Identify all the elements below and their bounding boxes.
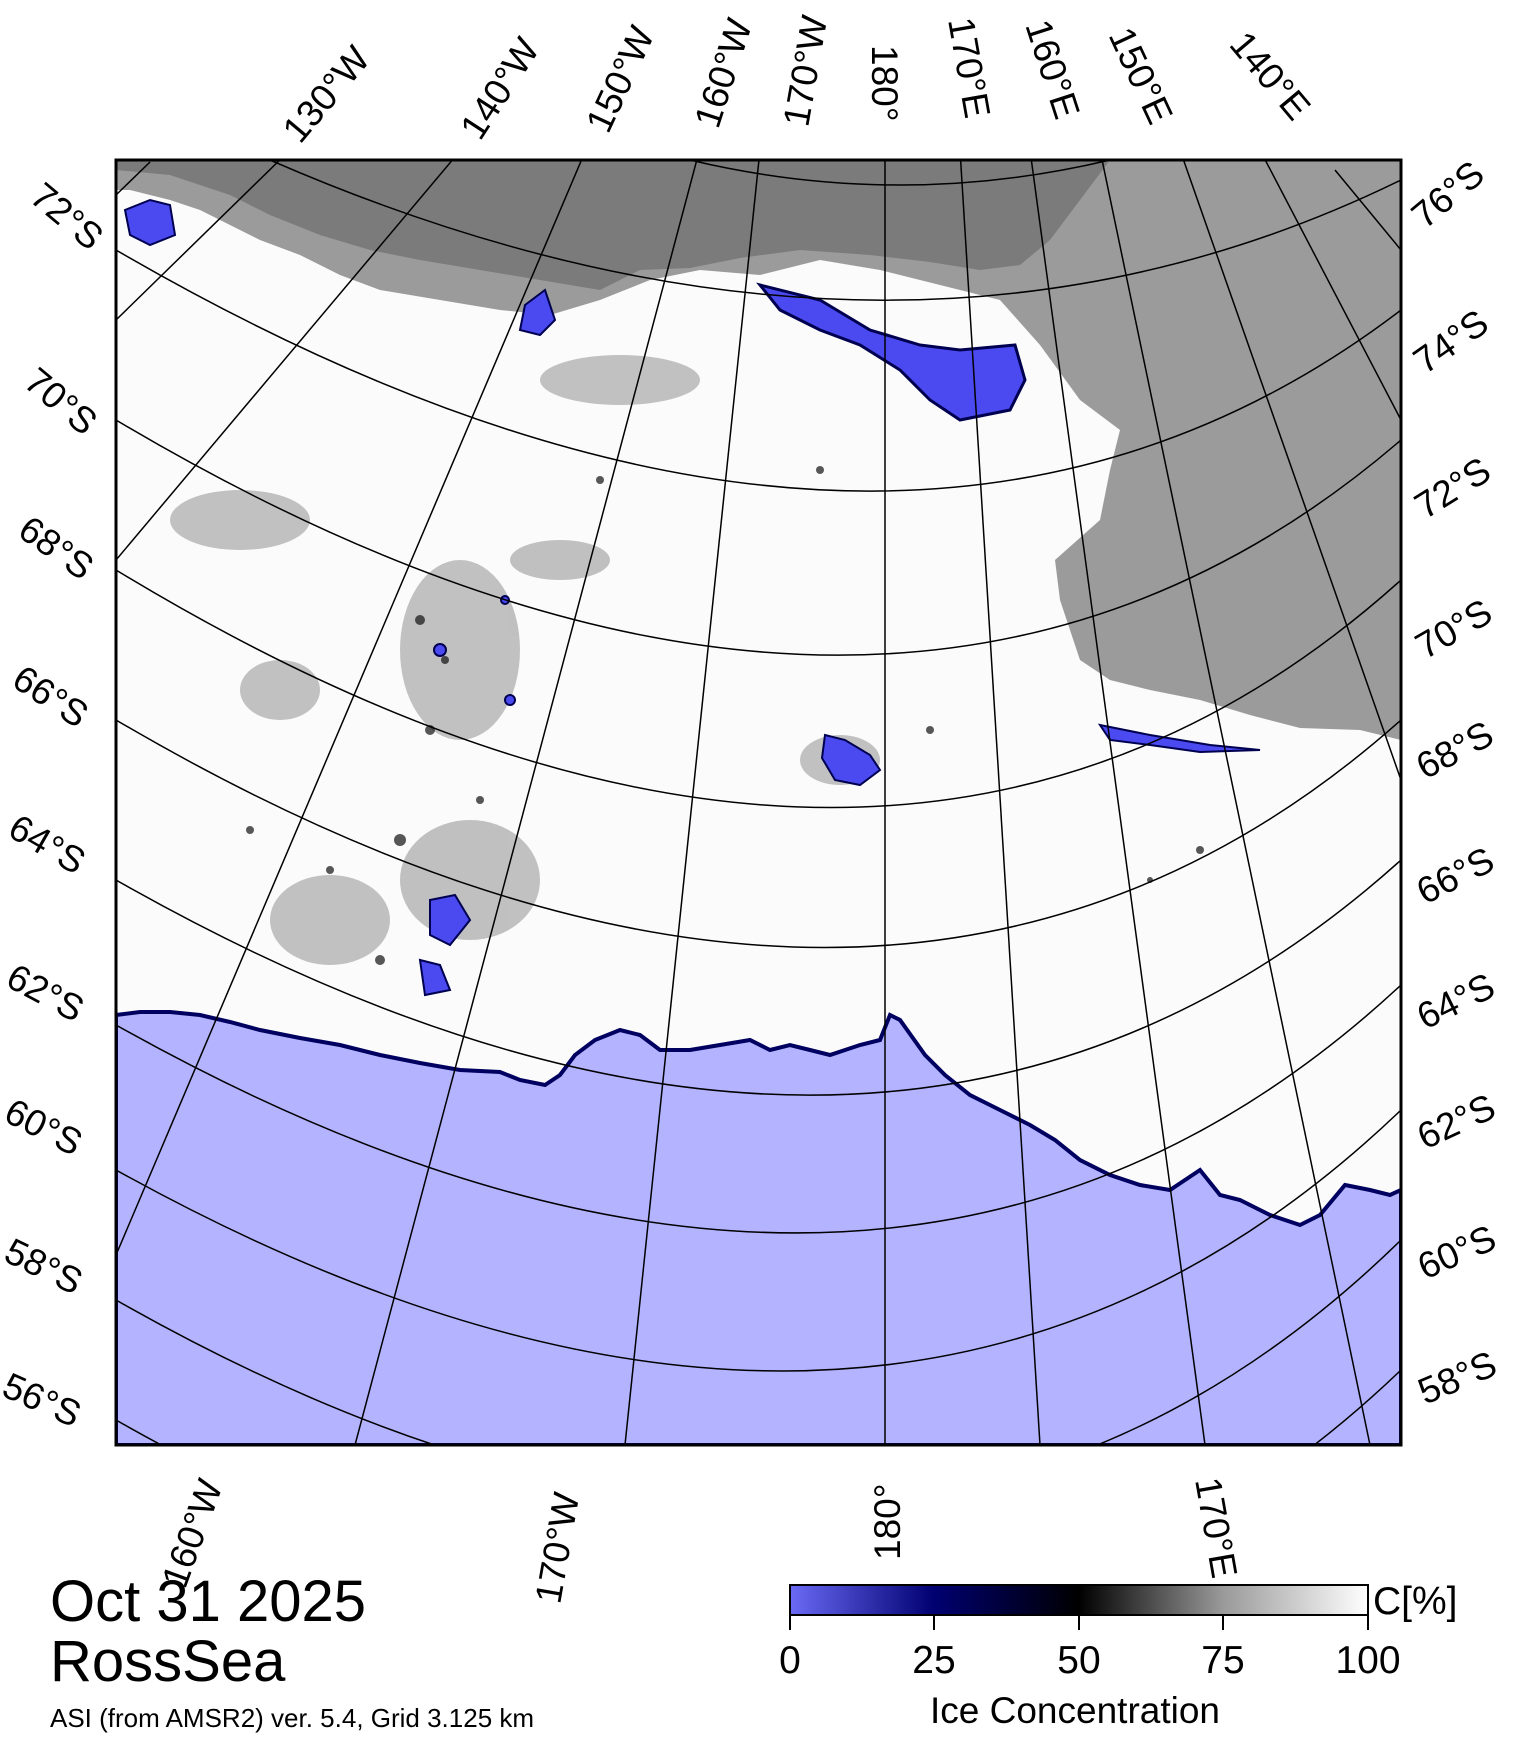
lon-label-bottom: 170°W xyxy=(528,1489,588,1606)
lon-label-bottom: 180° xyxy=(867,1483,908,1560)
lon-label-top: 180° xyxy=(864,45,905,122)
colorbar-tick-label: 0 xyxy=(779,1639,801,1682)
lat-label-right: 72°S xyxy=(1408,449,1498,527)
region-title: RossSea xyxy=(50,1629,286,1694)
lat-label-right: 76°S xyxy=(1404,153,1492,236)
lat-label-left: 70°S xyxy=(17,360,105,443)
ross-ice-shelf xyxy=(116,160,1110,290)
product-info: ASI (from AMSR2) ver. 5.4, Grid 3.125 km xyxy=(50,1703,535,1733)
colorbar-tick-label: 25 xyxy=(912,1639,956,1682)
lon-label-top: 160°E xyxy=(1017,15,1087,124)
lon-label-top: 170°W xyxy=(776,12,836,129)
antarctic-land xyxy=(116,160,1401,740)
lat-label-right: 70°S xyxy=(1409,591,1499,667)
lat-label-left: 68°S xyxy=(11,508,101,588)
lat-label-left: 62°S xyxy=(0,956,90,1030)
low-concentration-patches xyxy=(170,355,880,965)
lat-label-left: 66°S xyxy=(6,657,96,735)
lon-label-top: 160°W xyxy=(687,14,760,133)
lat-label-left: 64°S xyxy=(2,806,92,882)
colorbar-tick-label: 75 xyxy=(1201,1639,1245,1682)
colorbar-unit: C[%] xyxy=(1373,1580,1458,1623)
colorbar-tick-label: 50 xyxy=(1057,1639,1101,1682)
lat-label-right: 66°S xyxy=(1410,839,1500,912)
lat-label-right: 64°S xyxy=(1411,965,1501,1037)
parallel-lines xyxy=(116,160,1401,1445)
colorbar-tick-label: 100 xyxy=(1335,1639,1401,1682)
lat-label-right: 62°S xyxy=(1411,1086,1501,1157)
lat-label-left: 56°S xyxy=(0,1365,87,1435)
lat-label-right: 68°S xyxy=(1410,713,1500,787)
lon-label-top: 150°W xyxy=(578,20,662,138)
date-title: Oct 31 2025 xyxy=(50,1569,366,1634)
lat-label-left: 60°S xyxy=(0,1091,89,1164)
polynya-patches xyxy=(418,595,882,997)
coastal-polynya-east xyxy=(1097,723,1261,754)
lat-label-right: 58°S xyxy=(1412,1343,1502,1412)
open-water xyxy=(116,1010,1401,1445)
coastal-polynya-west xyxy=(123,198,177,247)
lat-label-left: 72°S xyxy=(23,175,111,258)
coastal-polynya-mid xyxy=(518,288,557,337)
map-frame xyxy=(114,158,1403,1447)
lat-label-right: 74°S xyxy=(1406,302,1496,382)
lon-label-top: 150°E xyxy=(1101,21,1181,130)
colorbar xyxy=(789,1584,1369,1616)
colorbar-ticks xyxy=(789,1615,1369,1630)
colorbar-title: Ice Concentration xyxy=(930,1690,1221,1731)
lon-label-top: 130°W xyxy=(275,38,378,150)
lon-label-top: 140°E xyxy=(1222,24,1318,128)
lon-label-top: 140°W xyxy=(452,30,547,146)
lat-label-left: 58°S xyxy=(0,1230,89,1302)
coastal-polynya-ross xyxy=(756,282,1027,422)
lat-label-right: 60°S xyxy=(1412,1217,1502,1287)
lon-label-bottom: 170°E xyxy=(1187,1474,1245,1581)
lon-label-top: 170°E xyxy=(940,14,998,121)
